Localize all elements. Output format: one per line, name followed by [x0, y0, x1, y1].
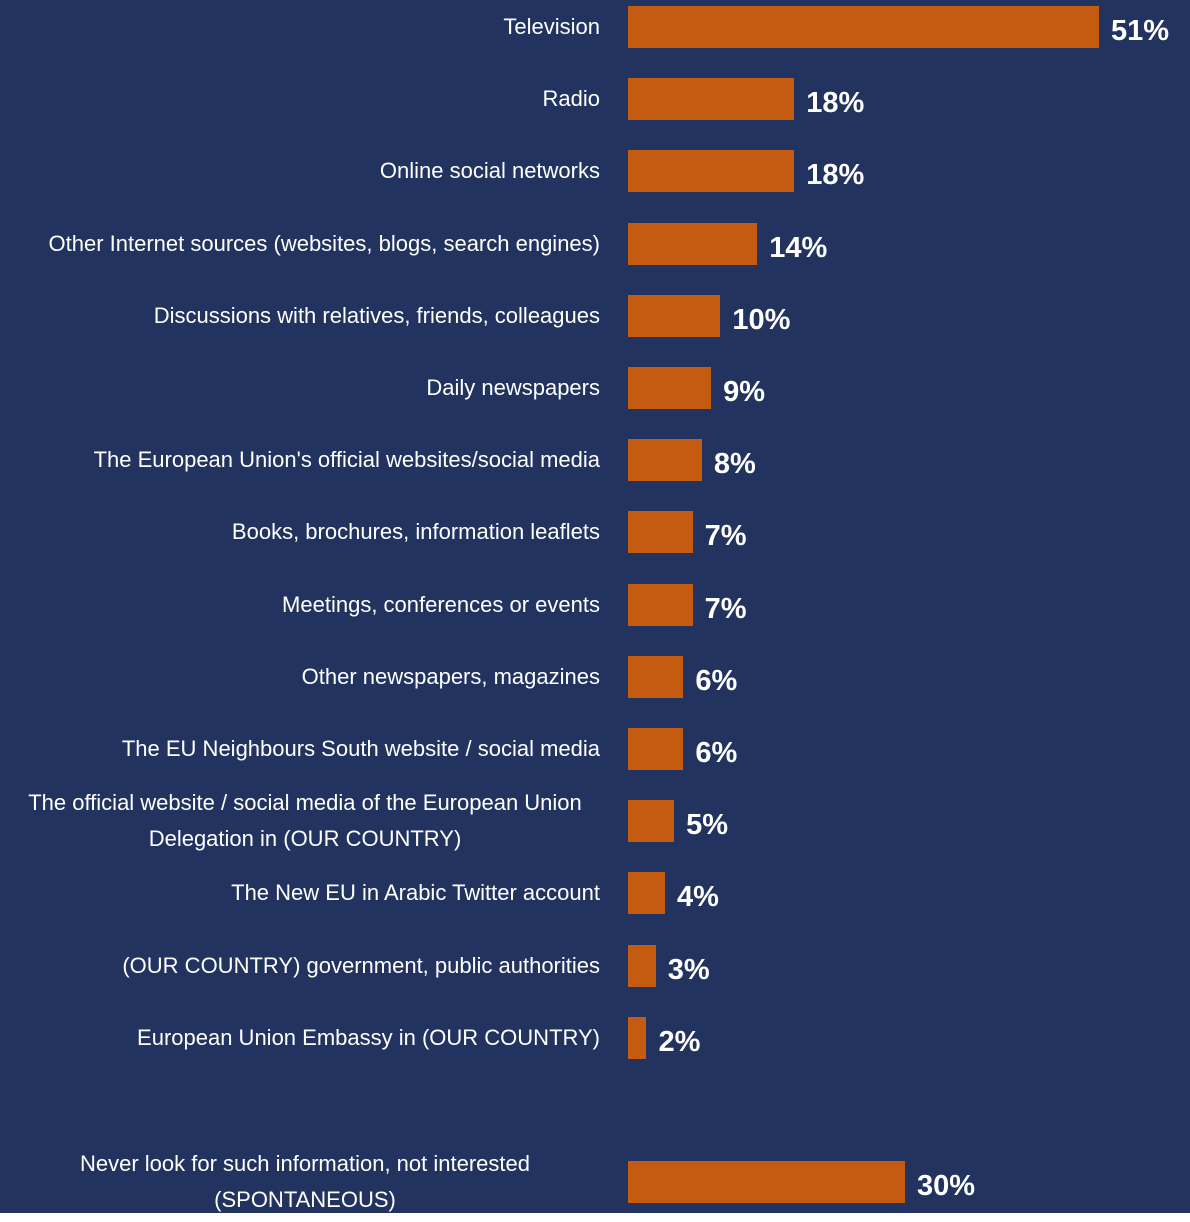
category-text: Other Internet sources (websites, blogs,… [48, 230, 601, 256]
category-label: Discussions with relatives, friends, col… [0, 276, 600, 356]
category-label: Television [0, 0, 600, 67]
category-text: The official website / social media of t… [28, 790, 582, 852]
bar [628, 1161, 906, 1204]
bar [628, 511, 693, 554]
category-label: Books, brochures, information leaflets [0, 492, 600, 572]
category-label: Meetings, conferences or events [0, 565, 600, 645]
value-label: 30% [917, 1170, 976, 1203]
value-label: 14% [769, 231, 828, 264]
value-label: 2% [658, 1025, 701, 1058]
value-label: 5% [686, 809, 729, 842]
value-label: 7% [704, 592, 747, 625]
bar [628, 800, 675, 843]
value-label: 18% [806, 87, 865, 120]
bar [628, 6, 1099, 48]
bar [628, 294, 721, 337]
category-text: The New EU in Arabic Twitter account [231, 880, 600, 906]
value-label: 6% [695, 737, 738, 769]
category-text: Discussions with relatives, friends, col… [153, 302, 600, 328]
category-label: Other Internet sources (websites, blogs,… [0, 204, 601, 284]
category-text: European Union Embassy in (OUR COUNTRY) [137, 1024, 600, 1050]
bar [628, 728, 684, 770]
category-label: Radio [0, 59, 600, 139]
category-label: Never look for such information, not int… [0, 1142, 600, 1222]
category-text: Other newspapers, magazines [301, 663, 600, 689]
bar [628, 222, 758, 265]
value-label: 7% [704, 520, 747, 553]
bar [628, 150, 795, 193]
category-text: Meetings, conferences or events [282, 591, 600, 617]
category-label: Online social networks [0, 131, 600, 211]
value-label: 3% [667, 953, 710, 986]
category-label: The European Union's official websites/s… [0, 420, 600, 500]
value-label: 51% [1111, 15, 1170, 47]
category-text: Never look for such information, not int… [79, 1151, 530, 1213]
category-text: The European Union's official websites/s… [93, 447, 600, 473]
category-label: (OUR COUNTRY) government, public authori… [0, 926, 600, 1006]
category-text: Online social networks [379, 158, 600, 184]
value-label: 4% [676, 881, 719, 914]
category-text: Daily newspapers [426, 375, 600, 400]
value-label: 6% [695, 664, 738, 697]
bar [628, 944, 656, 987]
category-text: Radio [542, 86, 600, 112]
category-text: (OUR COUNTRY) government, public authori… [122, 952, 600, 978]
bar [628, 439, 702, 482]
category-label: The official website / social media of t… [0, 781, 600, 861]
bar [628, 78, 795, 121]
bar [628, 583, 693, 626]
category-text: Television [503, 14, 600, 39]
category-label: The New EU in Arabic Twitter account [0, 853, 600, 933]
value-label: 8% [713, 448, 756, 481]
bar [628, 1016, 647, 1059]
category-label: The EU Neighbours South website / social… [0, 709, 600, 789]
value-label: 18% [806, 159, 865, 192]
value-label: 10% [732, 303, 791, 336]
category-label: Other newspapers, magazines [0, 637, 600, 717]
category-label: Daily newspapers [0, 348, 600, 428]
category-text: The EU Neighbours South website / social… [121, 736, 600, 761]
bar [628, 367, 712, 409]
bar [628, 655, 684, 698]
value-label: 9% [723, 376, 766, 408]
category-label: European Union Embassy in (OUR COUNTRY) [0, 998, 600, 1078]
category-text: Books, brochures, information leaflets [231, 519, 600, 545]
bar [628, 872, 665, 915]
